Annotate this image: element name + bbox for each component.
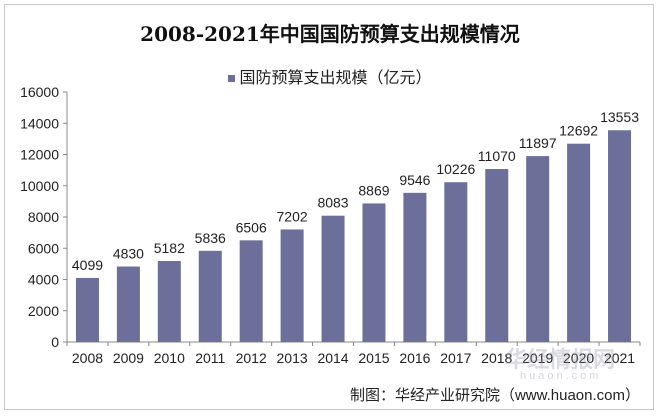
x-tick-label: 2020 — [563, 350, 594, 366]
bar — [239, 240, 263, 342]
bar — [157, 261, 181, 342]
bar — [608, 130, 632, 342]
bar — [567, 143, 591, 342]
x-tick-label: 2008 — [72, 350, 103, 366]
y-tick-label: 8000 — [28, 209, 59, 225]
chart-frame — [4, 4, 654, 410]
data-label: 7202 — [277, 208, 308, 224]
x-tick-label: 2012 — [236, 350, 267, 366]
y-tick-label: 4000 — [28, 272, 59, 288]
data-label: 12692 — [559, 123, 598, 139]
bar — [280, 229, 304, 342]
x-tick-label: 2019 — [522, 350, 553, 366]
y-tick-label: 10000 — [20, 178, 59, 194]
data-label: 11070 — [478, 148, 516, 164]
legend-label: 国防预算支出规模（亿元） — [239, 70, 432, 87]
x-tick-label: 2014 — [317, 350, 348, 366]
bar — [444, 182, 468, 342]
x-tick-label: 2011 — [195, 350, 225, 366]
data-label: 4830 — [113, 246, 144, 262]
bar — [198, 250, 222, 342]
y-tick-label: 14000 — [20, 115, 59, 131]
bar — [403, 192, 427, 342]
legend-swatch — [228, 75, 236, 83]
bar — [526, 156, 550, 342]
bar — [485, 169, 509, 342]
x-tick-label: 2013 — [277, 350, 308, 366]
y-tick-label: 6000 — [28, 240, 59, 256]
bar — [362, 203, 386, 342]
watermark-sub: huaon.com — [520, 370, 602, 382]
data-label: 8869 — [358, 182, 389, 198]
data-label: 5182 — [154, 240, 185, 256]
y-tick-label: 0 — [51, 334, 59, 350]
data-label: 8083 — [317, 195, 348, 211]
x-tick-label: 2015 — [358, 350, 389, 366]
chart-title: 2008-2021年中国国防预算支出规模情况 — [140, 22, 520, 46]
x-tick-label: 2016 — [399, 350, 430, 366]
data-label: 4099 — [72, 257, 103, 273]
y-tick-label: 2000 — [28, 303, 59, 319]
y-tick-label: 12000 — [20, 147, 59, 163]
x-tick-label: 2010 — [154, 350, 185, 366]
bar — [75, 277, 99, 342]
bar — [116, 266, 140, 342]
data-label: 11897 — [519, 135, 557, 151]
y-tick-label: 16000 — [20, 84, 59, 100]
data-label: 13553 — [600, 109, 639, 125]
x-tick-label: 2018 — [481, 350, 512, 366]
data-label: 5836 — [195, 230, 226, 246]
watermark: 华经情报网 — [505, 347, 616, 372]
data-label: 10226 — [436, 161, 475, 177]
legend: 国防预算支出规模（亿元） — [0, 64, 660, 88]
x-tick-label: 2009 — [113, 350, 144, 366]
x-tick-label: 2017 — [440, 350, 471, 366]
source-note: 制图：华经产业研究院（www.huaon.com） — [349, 387, 640, 404]
data-label: 9546 — [399, 172, 430, 188]
data-label: 6506 — [236, 219, 267, 235]
bar — [321, 215, 345, 342]
x-tick-label: 2021 — [604, 350, 635, 366]
